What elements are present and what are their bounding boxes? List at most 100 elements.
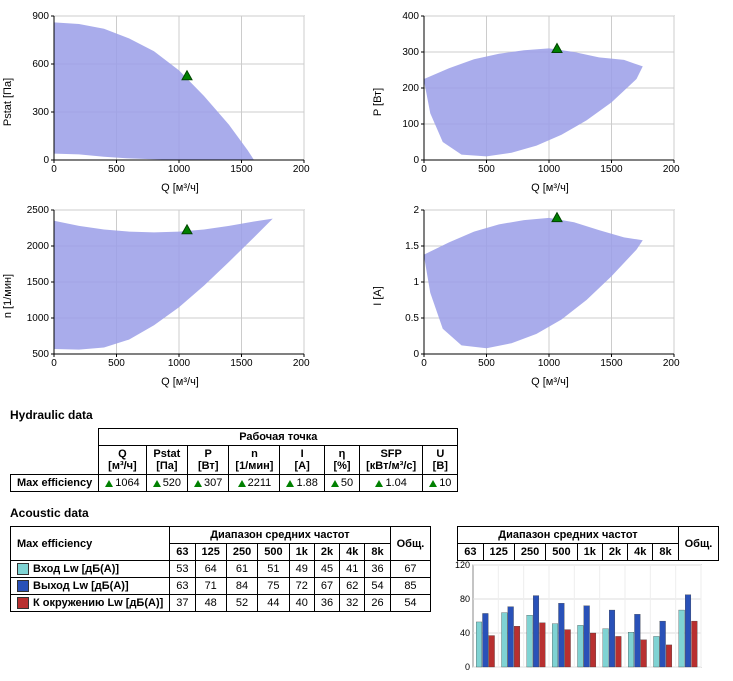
ac-bar (508, 607, 514, 667)
legend-swatch-icon (17, 563, 29, 575)
svg-text:40: 40 (460, 628, 470, 638)
chart-ylabel: P [Вт] (372, 88, 384, 116)
ac-value: 36 (314, 595, 339, 612)
ac-bar (641, 640, 647, 667)
ac-value: 37 (170, 595, 195, 612)
ac-mini-band: 2k (602, 544, 627, 561)
ac-bar (584, 606, 590, 667)
hyd-col-header: Pstat[Па] (146, 446, 187, 475)
triangle-marker-icon (105, 480, 113, 487)
ac-band: 1k (289, 544, 314, 561)
ac-band: 250 (226, 544, 257, 561)
svg-text:1000: 1000 (27, 313, 50, 324)
hyd-col-header: n[1/мин] (229, 446, 280, 475)
ac-value: 53 (170, 561, 195, 578)
ac-mini-band: 1k (577, 544, 602, 561)
hyd-value: 1064 (99, 475, 146, 492)
hyd-value: 307 (188, 475, 229, 492)
svg-text:2000: 2000 (293, 358, 310, 369)
svg-text:0: 0 (421, 358, 427, 369)
chart-xlabel: Q [м³/ч] (380, 182, 720, 194)
ac-bar (514, 626, 520, 667)
svg-text:2000: 2000 (27, 241, 50, 252)
ac-bar (559, 603, 565, 667)
ac-value: 75 (258, 578, 289, 595)
ac-total: 67 (390, 561, 431, 578)
ac-total: 54 (390, 595, 431, 612)
acoustic-mini-chart-wrap: Диапазон средних частотОбщ.631252505001k… (445, 526, 719, 671)
chart-ylabel: n [1/мин] (2, 274, 14, 318)
hyd-col-header: Q[м³/ч] (99, 446, 146, 475)
ac-band: 2k (314, 544, 339, 561)
svg-text:1500: 1500 (600, 164, 623, 175)
svg-text:1500: 1500 (230, 164, 253, 175)
ac-band: 4k (340, 544, 365, 561)
ac-series-label: К окружению Lw [дБ(А)] (11, 595, 170, 612)
acoustic-mini-chart: 04080120 (445, 561, 705, 671)
hyd-value: 2211 (229, 475, 280, 492)
ac-bar (628, 632, 634, 667)
ac-mini-band: 125 (483, 544, 514, 561)
ac-bar (616, 636, 622, 667)
svg-text:400: 400 (402, 11, 419, 22)
ac-bar (609, 610, 615, 667)
ac-band-header: Диапазон средних частот (170, 527, 390, 544)
hyd-col-header: η[%] (324, 446, 359, 475)
svg-text:2000: 2000 (293, 164, 310, 175)
chart-xlabel: Q [м³/ч] (10, 182, 350, 194)
svg-text:1500: 1500 (600, 358, 623, 369)
ac-series-label: Вход Lw [дБ(А)] (11, 561, 170, 578)
ac-total: 85 (390, 578, 431, 595)
svg-text:2000: 2000 (663, 358, 680, 369)
triangle-marker-icon (194, 480, 202, 487)
chart-c2: P [Вт] 05001000150020000100200300400 Q [… (380, 10, 720, 194)
ac-value: 41 (340, 561, 365, 578)
svg-text:100: 100 (402, 119, 419, 130)
ac-value: 64 (195, 561, 226, 578)
ac-bar (483, 613, 489, 667)
ac-value: 62 (340, 578, 365, 595)
ac-value: 40 (289, 595, 314, 612)
hyd-value: 1.88 (280, 475, 324, 492)
svg-text:0: 0 (421, 164, 427, 175)
ac-value: 51 (258, 561, 289, 578)
ac-band: 500 (258, 544, 289, 561)
ac-series-label: Выход Lw [дБ(А)] (11, 578, 170, 595)
ac-mini-band: 8k (653, 544, 678, 561)
ac-mini-band: 63 (458, 544, 483, 561)
ac-bar (476, 622, 482, 667)
acoustic-title: Acoustic data (10, 506, 723, 520)
svg-text:900: 900 (32, 11, 49, 22)
ac-value: 67 (314, 578, 339, 595)
chart-xlabel: Q [м³/ч] (10, 376, 350, 388)
hyd-col-header: I[А] (280, 446, 324, 475)
ac-value: 54 (365, 578, 390, 595)
hyd-col-header: P[Вт] (188, 446, 229, 475)
ac-value: 48 (195, 595, 226, 612)
ac-bar (654, 636, 660, 667)
svg-text:500: 500 (478, 358, 495, 369)
ac-bar (502, 613, 508, 667)
svg-text:500: 500 (32, 349, 49, 360)
ac-total-header: Общ. (390, 527, 431, 561)
ac-value: 44 (258, 595, 289, 612)
triangle-marker-icon (238, 480, 246, 487)
ac-mini-band: 250 (514, 544, 545, 561)
ac-bar (660, 621, 666, 667)
ac-mini-band-header: Диапазон средних частот (458, 527, 678, 544)
ac-bar (527, 615, 533, 667)
hyd-value: 50 (324, 475, 359, 492)
ac-value: 63 (170, 578, 195, 595)
ac-band: 63 (170, 544, 195, 561)
ac-bar (533, 596, 539, 667)
svg-text:1000: 1000 (538, 164, 561, 175)
legend-swatch-icon (17, 597, 29, 609)
svg-text:0: 0 (43, 155, 49, 166)
ac-mini-band: 4k (628, 544, 653, 561)
hyd-header-top: Рабочая точка (99, 429, 458, 446)
triangle-marker-icon (375, 480, 383, 487)
ac-value: 32 (340, 595, 365, 612)
hydraulic-title: Hydraulic data (10, 408, 723, 422)
svg-text:0: 0 (413, 349, 419, 360)
svg-text:500: 500 (108, 358, 125, 369)
